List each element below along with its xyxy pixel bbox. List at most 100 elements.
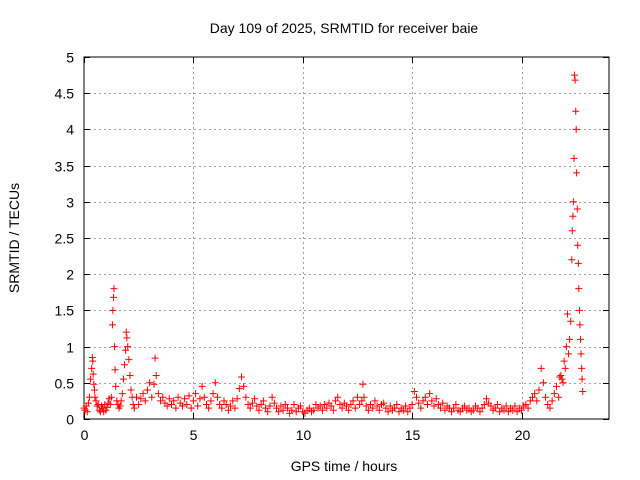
data-point (116, 402, 124, 410)
data-point (94, 401, 102, 409)
data-point (550, 390, 558, 398)
data-point (146, 379, 154, 387)
data-point (353, 393, 361, 401)
data-point (141, 397, 149, 405)
y-tick-label: 4.5 (55, 86, 75, 102)
data-point (432, 395, 440, 403)
data-point (281, 401, 289, 409)
data-point (575, 285, 583, 293)
data-point (419, 397, 427, 405)
data-points (80, 71, 587, 417)
data-point (358, 397, 366, 405)
data-point (196, 395, 204, 403)
data-point (108, 321, 116, 329)
data-point (452, 401, 460, 409)
data-point (558, 375, 566, 383)
data-point (362, 402, 370, 410)
data-point (502, 402, 510, 410)
data-point (496, 408, 504, 416)
data-point (555, 393, 563, 401)
data-point (88, 364, 96, 372)
data-point (130, 404, 138, 412)
x-tick-label: 0 (81, 427, 89, 443)
data-point (83, 408, 91, 416)
data-point (478, 404, 486, 412)
data-point (209, 390, 217, 398)
data-point (111, 343, 119, 351)
data-point (244, 401, 252, 409)
data-point (441, 406, 449, 414)
data-point (417, 404, 425, 412)
data-point (109, 306, 117, 314)
data-point (386, 402, 394, 410)
data-point (213, 393, 221, 401)
data-point (259, 397, 267, 405)
chart-title: Day 109 of 2025, SRMTID for receiver bai… (210, 20, 479, 36)
data-point (559, 379, 567, 387)
data-point (578, 375, 586, 383)
data-point (139, 390, 147, 398)
data-point (513, 408, 521, 416)
data-point (413, 393, 420, 401)
data-point (561, 364, 569, 372)
data-point (560, 357, 568, 365)
data-point (382, 404, 390, 412)
data-point (198, 382, 206, 390)
data-point (235, 385, 243, 393)
y-tick-label: 0 (66, 412, 74, 428)
data-point (351, 404, 359, 412)
data-point (570, 154, 578, 162)
y-tick-label: 3.5 (55, 159, 75, 175)
data-point (127, 386, 135, 394)
data-point (118, 390, 126, 398)
data-point (211, 379, 219, 387)
data-point (318, 406, 326, 414)
data-point (152, 372, 160, 380)
data-point (456, 408, 464, 416)
data-point (91, 386, 98, 394)
data-point (568, 227, 576, 235)
data-point (110, 285, 118, 293)
data-point (526, 397, 534, 405)
data-point (504, 408, 512, 416)
y-tick-label: 2 (66, 267, 74, 283)
x-tick-label: 10 (296, 427, 312, 443)
data-point (170, 397, 178, 405)
data-point (312, 401, 320, 409)
grid-lines (84, 57, 609, 419)
data-point (151, 354, 159, 362)
data-point (264, 408, 272, 416)
data-point (297, 402, 305, 410)
data-point (535, 386, 543, 394)
x-tick-label: 20 (515, 427, 531, 443)
data-point (573, 205, 581, 213)
y-axis-label: SRMTID / TECUs (6, 183, 22, 293)
data-point (194, 402, 202, 410)
data-point (262, 404, 270, 412)
data-point (568, 256, 576, 264)
data-point (292, 408, 300, 416)
data-point (448, 408, 455, 416)
data-point (172, 404, 180, 412)
data-point (345, 406, 353, 414)
data-point (487, 402, 495, 410)
data-point (257, 401, 265, 409)
data-point (572, 107, 580, 115)
data-point (205, 404, 213, 412)
data-point (316, 402, 324, 410)
data-point (557, 372, 565, 380)
data-point (563, 310, 571, 318)
data-point (183, 401, 191, 409)
data-point (569, 198, 577, 206)
data-point (253, 402, 261, 410)
data-point (395, 408, 403, 416)
data-point (283, 404, 291, 412)
data-point (469, 406, 477, 414)
data-point (476, 408, 484, 416)
data-point (428, 397, 436, 405)
data-point (327, 402, 335, 410)
data-point (410, 387, 418, 395)
data-point (437, 404, 445, 412)
data-point (402, 402, 410, 410)
data-point (248, 399, 256, 407)
